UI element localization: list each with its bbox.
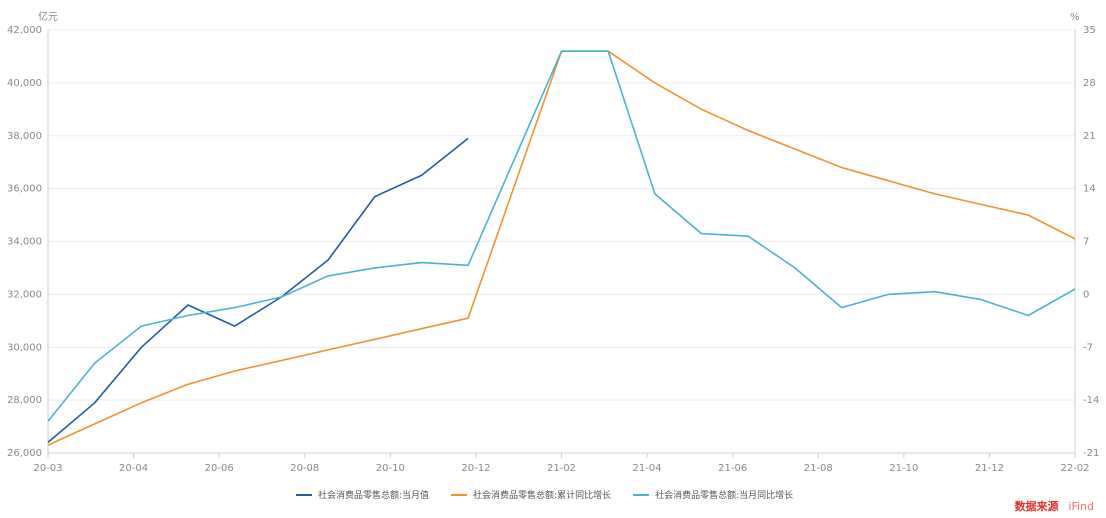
x-tick-label: 21-06 xyxy=(718,463,747,474)
x-tick-label: 20-08 xyxy=(290,463,319,474)
series-lines xyxy=(47,50,1076,446)
right-axis: -21 -14 -7 0 7 14 21 28 35 xyxy=(1074,25,1099,459)
right-tick-label: 35 xyxy=(1083,25,1096,36)
x-tick-label: 21-02 xyxy=(547,463,576,474)
legend-item-monthly-growth[interactable]: 社会消费品零售总额:当月同比增长 xyxy=(633,488,793,501)
source-label: 数据来源 xyxy=(1014,500,1059,513)
left-tick-label: 30,000 xyxy=(7,342,42,353)
left-tick-label: 38,000 xyxy=(7,131,42,142)
legend-swatch-orange xyxy=(451,493,468,496)
left-tick-label: 34,000 xyxy=(7,237,42,248)
right-tick-label: -21 xyxy=(1083,448,1099,459)
x-tick-label: 20-04 xyxy=(119,463,148,474)
x-tick-label: 20-10 xyxy=(376,463,405,474)
x-tick-label: 21-08 xyxy=(804,463,833,474)
series-line-2 xyxy=(47,50,1076,422)
legend-label: 社会消费品零售总额:当月值 xyxy=(318,491,430,501)
source-tag: iFind xyxy=(1068,500,1094,513)
series-line-1 xyxy=(47,50,1076,446)
right-tick-label: -14 xyxy=(1083,395,1099,406)
left-tick-label: 42,000 xyxy=(7,25,42,36)
legend-label: 社会消费品零售总额:累计同比增长 xyxy=(473,491,612,501)
left-axis-unit: 亿元 xyxy=(38,10,58,23)
legend-item-cumulative-growth[interactable]: 社会消费品零售总额:累计同比增长 xyxy=(451,488,611,501)
right-tick-label: 28 xyxy=(1083,78,1096,89)
gridlines xyxy=(48,29,1075,454)
x-axis: 20-03 20-04 20-06 20-08 20-10 20-12 21-02 21-04… xyxy=(33,452,1090,474)
legend-label: 社会消费品零售总额:当月同比增长 xyxy=(655,491,794,501)
left-tick-label: 32,000 xyxy=(7,289,42,300)
right-tick-label: -7 xyxy=(1083,342,1093,353)
left-tick-label: 28,000 xyxy=(7,395,42,406)
series-line-0 xyxy=(47,137,469,444)
x-tick-label: 20-03 xyxy=(33,463,62,474)
x-tick-label: 21-12 xyxy=(975,463,1004,474)
left-tick-label: 26,000 xyxy=(7,448,42,459)
right-tick-label: 0 xyxy=(1083,289,1089,300)
x-tick-label: 20-06 xyxy=(205,463,234,474)
x-tick-label: 21-04 xyxy=(633,463,662,474)
legend-swatch-blue xyxy=(296,493,312,496)
x-tick-label: 21-10 xyxy=(889,463,918,474)
legend-item-monthly-value[interactable]: 社会消费品零售总额:当月值 xyxy=(296,488,429,501)
legend: 社会消费品零售总额:当月值 社会消费品零售总额:累计同比增长 社会消费品零售总额… xyxy=(296,488,793,501)
right-tick-label: 14 xyxy=(1083,184,1096,195)
left-tick-label: 40,000 xyxy=(7,78,42,89)
x-tick-label: 22-02 xyxy=(1060,463,1089,474)
left-tick-label: 36,000 xyxy=(7,184,42,195)
right-tick-label: 7 xyxy=(1083,237,1089,248)
legend-swatch-cyan xyxy=(633,493,650,496)
left-axis: 26,000 28,000 30,000 32,000 34,000 36,000 38,0… xyxy=(7,25,49,459)
right-tick-label: 21 xyxy=(1083,131,1096,142)
right-axis-unit: % xyxy=(1070,12,1080,23)
data-source: 数据来源 iFind xyxy=(1015,498,1094,514)
x-tick-label: 20-12 xyxy=(461,463,490,474)
